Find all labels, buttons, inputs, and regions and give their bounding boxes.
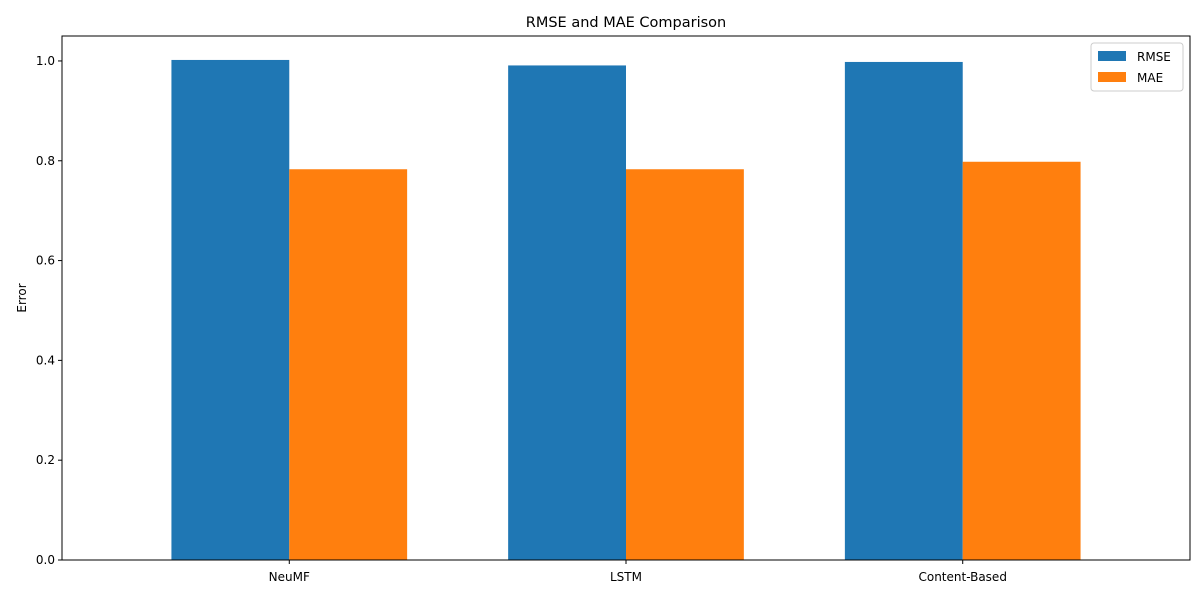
x-tick-label: LSTM	[610, 570, 642, 584]
x-tick-label: NeuMF	[269, 570, 310, 584]
bar-rmse-content-based	[844, 61, 963, 560]
bar-mae-lstm	[626, 169, 744, 560]
legend-swatch-rmse	[1098, 51, 1126, 61]
y-axis-ticks: 0.0 0.2 0.4 0.6 0.8 1.0	[36, 54, 62, 567]
y-tick-label: 1.0	[36, 54, 55, 68]
y-tick-label: 0.8	[36, 154, 55, 168]
y-tick-label: 0.0	[36, 553, 55, 567]
legend-label-mae: MAE	[1137, 71, 1163, 85]
y-tick-label: 0.4	[36, 353, 55, 367]
chart-title: RMSE and MAE Comparison	[526, 15, 726, 31]
bar-mae-neumf	[289, 169, 408, 560]
legend-label-rmse: RMSE	[1137, 50, 1171, 64]
legend-swatch-mae	[1098, 72, 1126, 82]
bar-rmse-neumf	[171, 59, 290, 560]
bar-rmse-lstm	[508, 65, 626, 560]
y-tick-label: 0.2	[36, 453, 55, 467]
legend: RMSE MAE	[1090, 42, 1184, 92]
bar-mae-content-based	[962, 161, 1081, 560]
bars-group	[171, 59, 1081, 560]
y-tick-label: 0.6	[36, 254, 55, 268]
x-axis-ticks: NeuMF LSTM Content-Based	[269, 560, 1007, 584]
plot-area-frame	[61, 35, 1191, 561]
x-tick-label: Content-Based	[918, 570, 1006, 584]
y-axis-label: Error	[15, 283, 29, 312]
